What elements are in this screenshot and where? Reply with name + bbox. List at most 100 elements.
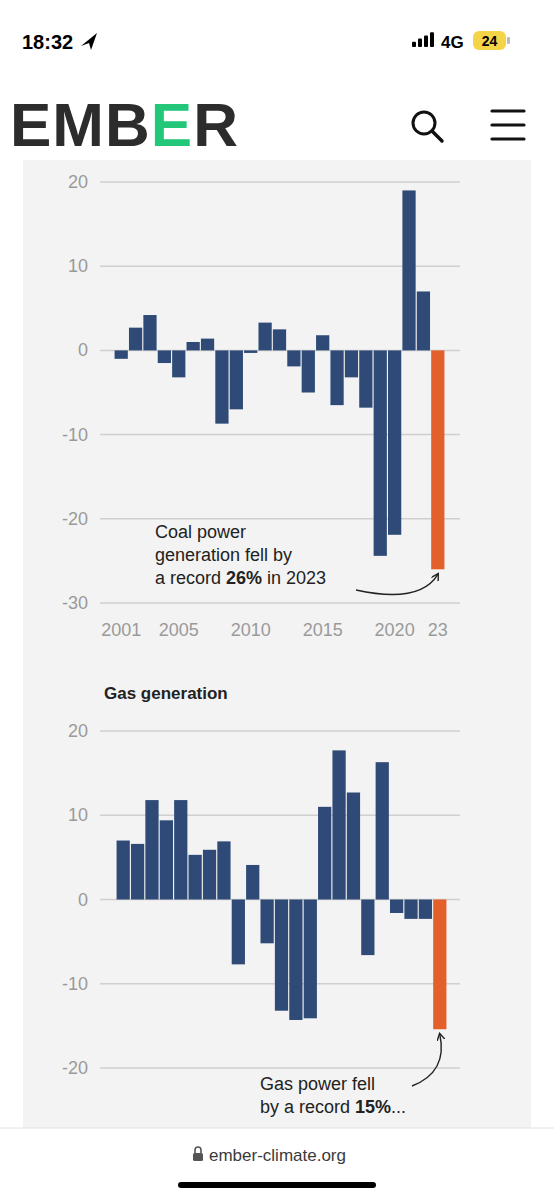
bar [117, 841, 130, 900]
y-tick-label: 20 [68, 172, 88, 192]
annotation-part: Coal power [155, 522, 246, 542]
y-tick-label: -10 [62, 425, 88, 445]
menu-icon[interactable] [492, 109, 524, 112]
y-tick-label: 0 [78, 890, 88, 910]
bar [158, 350, 171, 363]
url: ember-climate.org [209, 1146, 346, 1165]
grid-line [100, 434, 460, 436]
bar [246, 865, 259, 900]
bar [174, 800, 187, 899]
annotation-line: by a record 15%... [260, 1097, 406, 1117]
annotation-part: in 2023 [262, 568, 326, 588]
bar [318, 807, 331, 900]
bar [361, 900, 374, 956]
bar [230, 350, 243, 409]
bar [129, 328, 142, 351]
annotation: Gas power fell by a record 15%... [260, 1074, 406, 1117]
bar [433, 900, 446, 1030]
bar [143, 315, 156, 350]
annotation-arrow [412, 1034, 441, 1086]
home-indicator [178, 1182, 376, 1188]
y-tick-label: 20 [68, 721, 88, 741]
signal-bar [430, 32, 434, 47]
annotation-line: Coal power [155, 522, 246, 542]
bar [359, 350, 372, 407]
bar [232, 900, 245, 965]
signal-bar [412, 42, 416, 47]
logo-letter: E [10, 90, 52, 159]
logo: EMBER [10, 90, 239, 159]
bar [115, 350, 128, 358]
bar [289, 900, 302, 1020]
y-tick-label: 10 [68, 256, 88, 276]
bar [217, 841, 230, 899]
bar [201, 339, 214, 351]
x-tick-label: 23 [428, 620, 448, 640]
bar [330, 350, 343, 405]
bar [404, 900, 417, 919]
bar [172, 350, 185, 377]
bar [160, 820, 173, 899]
bar [316, 335, 329, 350]
grid-line [100, 730, 460, 732]
status-time: 18:32 [22, 31, 73, 53]
logo-letter: B [105, 90, 151, 159]
x-tick-label: 2015 [303, 620, 343, 640]
x-tick-label: 2001 [101, 620, 141, 640]
bar [189, 855, 202, 900]
bar [287, 350, 300, 366]
browser-footer [0, 1128, 554, 1200]
annotation-line: Gas power fell [260, 1074, 375, 1094]
battery-level: 24 [482, 33, 498, 49]
bar [275, 900, 288, 1011]
menu-icon[interactable] [492, 123, 524, 126]
page: 18:324G24EMBER20100-10-20-30200120052010… [0, 0, 554, 1200]
x-tick-label: 2010 [231, 620, 271, 640]
bar [273, 329, 286, 350]
y-tick-label: 10 [68, 805, 88, 825]
grid-line [100, 518, 460, 520]
x-tick-label: 2005 [159, 620, 199, 640]
lock-icon-shackle [195, 1147, 201, 1153]
y-tick-label: -10 [62, 974, 88, 994]
y-tick-label: -30 [62, 593, 88, 613]
y-tick-label: -20 [62, 509, 88, 529]
bar [244, 350, 257, 353]
bar [332, 750, 345, 899]
annotation-part: a record [155, 568, 226, 588]
bar [215, 350, 228, 423]
bar [347, 793, 360, 900]
battery-body [473, 31, 506, 50]
chart-title: Gas generation [104, 684, 228, 703]
bar [187, 342, 200, 350]
bar [374, 350, 387, 555]
menu-icon[interactable] [492, 137, 524, 140]
annotation-part: by a record [260, 1097, 355, 1117]
bar [390, 900, 403, 913]
bar [345, 350, 358, 377]
signal-bar [418, 39, 422, 47]
bar [258, 323, 271, 351]
search-icon-handle [432, 131, 442, 141]
chart-panel [23, 160, 531, 1130]
annotation-arrow [356, 574, 438, 594]
signal-bar [424, 35, 428, 47]
annotation-part: ... [391, 1097, 406, 1117]
annotation-line: generation fell by [155, 545, 292, 565]
location-icon [81, 33, 97, 50]
annotation-line: a record 26% in 2023 [155, 568, 326, 588]
bar [145, 800, 158, 899]
annotation: Coal power generation fell by a record 26%… [155, 522, 326, 588]
grid-line [100, 602, 460, 604]
annotation-part: generation fell by [155, 545, 292, 565]
bar [302, 350, 315, 392]
annotation-part: 26% [226, 568, 262, 588]
battery-tip [507, 37, 510, 44]
annotation-part: 15% [355, 1097, 391, 1117]
footer-border [0, 1128, 554, 1129]
bar [131, 844, 144, 900]
lock-icon [193, 1153, 203, 1161]
status-network: 4G [441, 33, 464, 52]
bars [115, 190, 445, 569]
logo-letter: E [151, 90, 193, 159]
